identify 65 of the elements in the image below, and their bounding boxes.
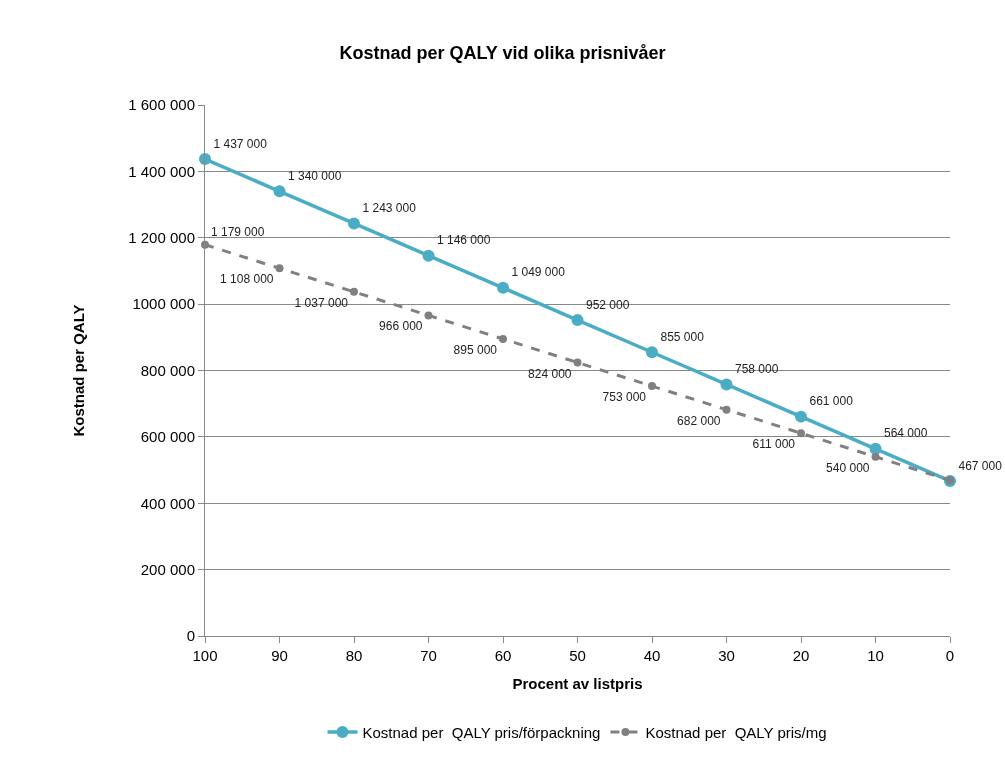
point [422, 249, 435, 262]
data-label: 564 000 [884, 426, 928, 441]
data-label: 1 146 000 [437, 233, 491, 248]
y-tick-label: 1 400 000 [128, 162, 195, 180]
x-tick-label: 70 [420, 647, 437, 664]
x-tick-label: 80 [345, 647, 363, 664]
x-tick-label: 60 [494, 647, 512, 664]
legend-label: Kostnad per QALY pris/förpackning [362, 723, 601, 741]
data-label: 1 108 000 [220, 272, 274, 287]
x-tick-label: 50 [569, 647, 586, 664]
point [571, 314, 584, 327]
data-label: 540 000 [826, 460, 870, 475]
point [497, 281, 509, 294]
data-label: 966 000 [379, 319, 423, 334]
x-tick-label: 20 [792, 647, 810, 664]
y-tick-label: 800 000 [140, 361, 195, 379]
point [199, 153, 211, 166]
y-tick-label: 0 [186, 627, 195, 645]
x-tick-label: 40 [643, 647, 661, 664]
point [275, 264, 284, 273]
point [201, 240, 209, 249]
point [424, 311, 433, 320]
x-tick-label: 10 [867, 647, 884, 664]
point [573, 358, 582, 367]
point [797, 429, 805, 438]
data-label: 753 000 [602, 390, 647, 405]
data-label: 895 000 [453, 342, 498, 357]
data-label: 1 340 000 [288, 168, 342, 183]
data-label: 758 000 [735, 361, 779, 376]
point [720, 378, 733, 391]
y-tick-label: 1 200 000 [128, 229, 195, 246]
x-tick-label: 90 [271, 647, 288, 664]
y-tick-label: 200 000 [140, 560, 195, 578]
data-label: 1 437 000 [213, 136, 268, 151]
data-label: 611 000 [752, 437, 796, 452]
point [646, 346, 658, 359]
data-label: 661 000 [809, 394, 854, 409]
x-tick-label: 30 [718, 647, 735, 664]
data-label: 824 000 [528, 366, 572, 381]
data-label: 952 000 [586, 297, 630, 312]
chart-title: Kostnad per QALY vid olika prisnivåer [339, 43, 666, 64]
point [350, 287, 358, 296]
point [871, 452, 880, 461]
x-tick-label: 0 [945, 647, 955, 664]
point [348, 217, 360, 230]
point [499, 334, 507, 343]
y-tick-label: 1 600 000 [128, 96, 195, 114]
x-axis-title: Procent av listpris [512, 675, 643, 692]
data-label: 1 049 000 [511, 265, 566, 280]
legend-label: Kostnad per QALY pris/mg [645, 723, 827, 741]
data-label: 855 000 [660, 329, 705, 344]
point [648, 382, 656, 391]
data-label: 1 037 000 [294, 295, 349, 310]
data-label: 1 179 000 [211, 224, 265, 239]
point [722, 405, 731, 414]
y-axis-title: Kostnad per QALY [69, 304, 87, 437]
point [273, 185, 286, 198]
data-label: 467 000 [958, 458, 1003, 473]
y-tick-label: 600 000 [140, 428, 195, 446]
y-tick-label: 1000 000 [132, 295, 195, 313]
x-tick-label: 100 [192, 647, 218, 664]
point [795, 410, 807, 423]
y-tick-label: 400 000 [140, 494, 195, 512]
data-label: 1 243 000 [362, 200, 417, 215]
data-label: 682 000 [677, 413, 721, 428]
